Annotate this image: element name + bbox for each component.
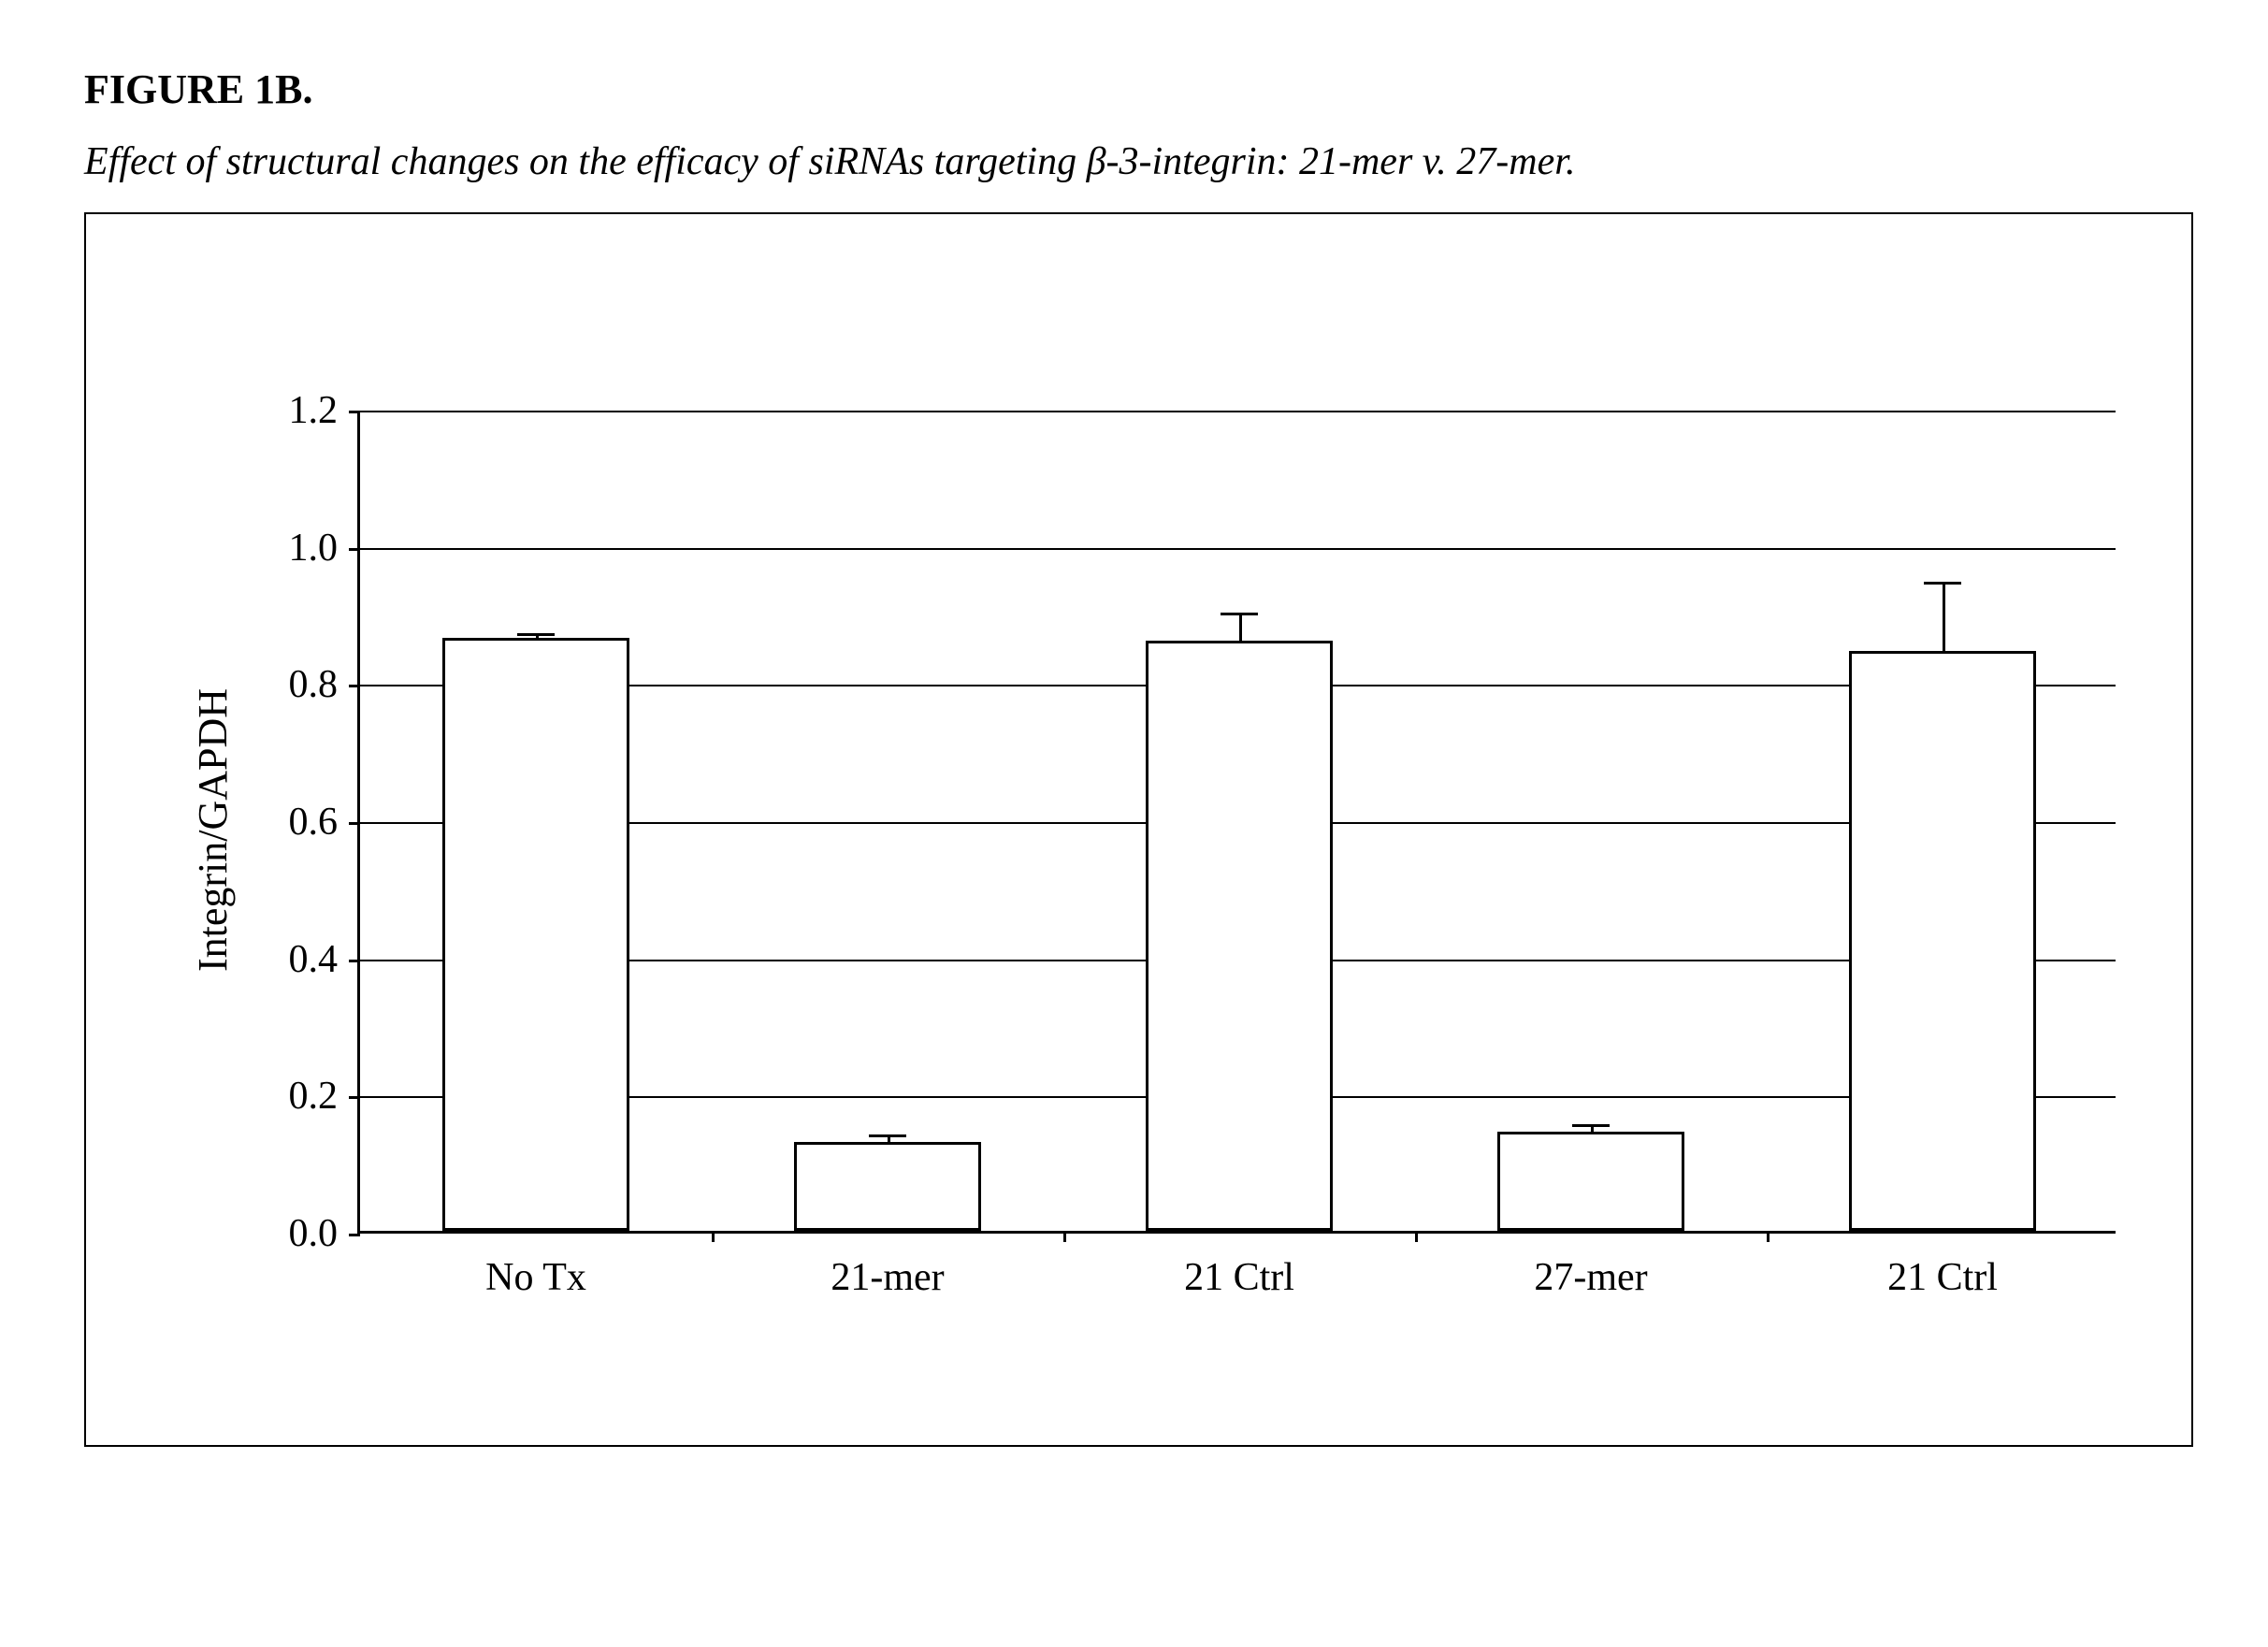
gridline (360, 411, 2116, 412)
plot-area: 0.00.20.40.60.81.01.2No Tx21-mer21 Ctrl2… (357, 411, 2116, 1234)
y-tick-mark (349, 548, 360, 551)
error-bar-cap (517, 633, 555, 636)
y-tick-label: 0.2 (289, 1074, 339, 1119)
bar (442, 638, 629, 1231)
caption-beta: β (1087, 140, 1106, 183)
x-tick-label: 21 Ctrl (1887, 1255, 1998, 1300)
bar (1497, 1132, 1684, 1231)
y-tick-mark (349, 822, 360, 825)
x-tick-label: 21 Ctrl (1184, 1255, 1294, 1300)
y-tick-mark (349, 685, 360, 687)
error-bar-cap (869, 1134, 906, 1137)
x-tick-mark (1767, 1231, 1770, 1242)
page: FIGURE 1B. Effect of structural changes … (0, 0, 2268, 1647)
y-tick-label: 0.4 (289, 937, 339, 982)
x-tick-label: No Tx (485, 1255, 586, 1300)
y-axis-label: Integrin/GAPDH (189, 688, 237, 972)
caption-prefix: Effect of structural changes on the effi… (84, 140, 1087, 183)
x-tick-mark (1415, 1231, 1418, 1242)
figure-label: FIGURE 1B. (84, 65, 2184, 113)
x-tick-mark (712, 1231, 715, 1242)
x-tick-label: 27-mer (1534, 1255, 1647, 1300)
y-tick-mark (349, 1234, 360, 1236)
error-bar-stem (1943, 582, 1945, 654)
bar (794, 1142, 981, 1231)
bar (1849, 651, 2036, 1231)
caption-suffix: -3-integrin: 21-mer v. 27-mer. (1106, 140, 1576, 183)
bar (1146, 641, 1333, 1231)
error-bar-cap (1221, 613, 1258, 615)
y-tick-label: 0.6 (289, 800, 339, 845)
y-tick-label: 0.0 (289, 1211, 339, 1256)
error-bar-stem (1239, 613, 1242, 643)
y-tick-mark (349, 960, 360, 962)
x-tick-mark (1063, 1231, 1066, 1242)
chart-outer-box: Integrin/GAPDH 0.00.20.40.60.81.01.2No T… (84, 212, 2193, 1447)
x-tick-label: 21-mer (831, 1255, 944, 1300)
error-bar-cap (1924, 582, 1961, 585)
y-tick-label: 0.8 (289, 662, 339, 707)
figure-caption: Effect of structural changes on the effi… (84, 139, 2184, 184)
error-bar-cap (1572, 1124, 1610, 1127)
y-tick-mark (349, 1096, 360, 1099)
y-tick-mark (349, 411, 360, 413)
gridline (360, 548, 2116, 550)
y-tick-label: 1.2 (289, 388, 339, 433)
y-tick-label: 1.0 (289, 526, 339, 571)
